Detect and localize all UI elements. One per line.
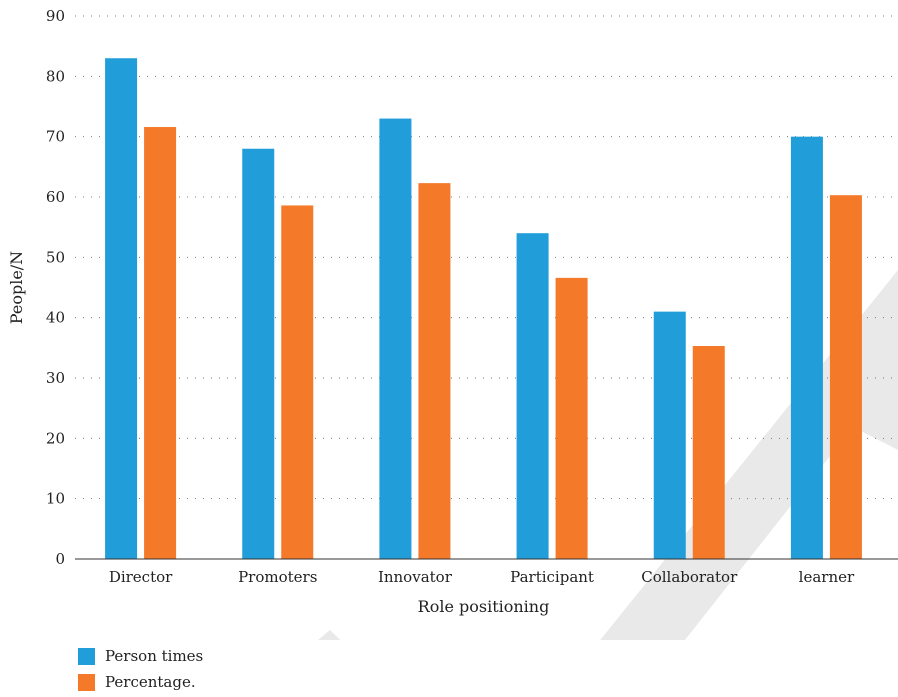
bar-director-percentage xyxy=(144,127,177,559)
legend-swatch-person-times xyxy=(78,647,95,665)
x-tick-label-director: Director xyxy=(109,568,173,586)
legend: Person times Percentage. xyxy=(78,643,203,695)
y-tick-label-90: 90 xyxy=(46,7,65,25)
y-tick-label-50: 50 xyxy=(46,248,65,266)
legend-item-person-times: Person times xyxy=(78,643,203,669)
y-tick-label-30: 30 xyxy=(46,369,65,387)
bar-collaborator-person-times xyxy=(653,311,686,559)
y-tick-label-10: 10 xyxy=(46,490,65,508)
legend-item-percentage: Percentage. xyxy=(78,669,203,695)
bar-chart: 0 10 20 30 40 50 60 70 80 90 Director Promoters Inn… xyxy=(7,7,898,640)
bar-learner-percentage xyxy=(829,195,862,559)
y-tick-label-60: 60 xyxy=(46,188,65,206)
legend-label-person-times: Person times xyxy=(105,647,204,665)
bar-collaborator-percentage xyxy=(692,346,725,559)
legend-label-percentage: Percentage. xyxy=(105,673,196,691)
bar-participant-percentage xyxy=(555,277,588,559)
y-tick-label-20: 20 xyxy=(46,429,65,447)
x-tick-label-collaborator: Collaborator xyxy=(641,568,738,586)
watermark-shape-2 xyxy=(318,630,341,640)
bar-participant-person-times xyxy=(516,233,549,559)
x-tick-label-promoters: Promoters xyxy=(238,568,317,586)
bar-innovator-percentage xyxy=(418,183,451,559)
y-tick-label-0: 0 xyxy=(55,550,65,568)
bar-learner-person-times xyxy=(790,136,823,559)
x-axis-ticks: Director Promoters Innovator Participant Col… xyxy=(109,568,855,586)
x-axis-title: Role positioning xyxy=(418,597,550,616)
x-tick-label-learner: learner xyxy=(799,568,855,586)
x-tick-label-innovator: Innovator xyxy=(378,568,453,586)
legend-swatch-percentage xyxy=(78,673,95,691)
y-axis-title: People/N xyxy=(7,251,26,324)
y-tick-label-70: 70 xyxy=(46,128,65,146)
bar-promoters-percentage xyxy=(281,205,314,560)
x-tick-label-participant: Participant xyxy=(510,568,594,586)
bars xyxy=(105,58,862,560)
y-tick-label-80: 80 xyxy=(46,67,65,85)
bar-promoters-person-times xyxy=(242,148,275,559)
bar-innovator-person-times xyxy=(379,118,412,560)
y-tick-label-40: 40 xyxy=(46,309,65,327)
y-axis-ticks: 0 10 20 30 40 50 60 70 80 90 xyxy=(46,7,65,568)
bar-director-person-times xyxy=(105,58,138,559)
